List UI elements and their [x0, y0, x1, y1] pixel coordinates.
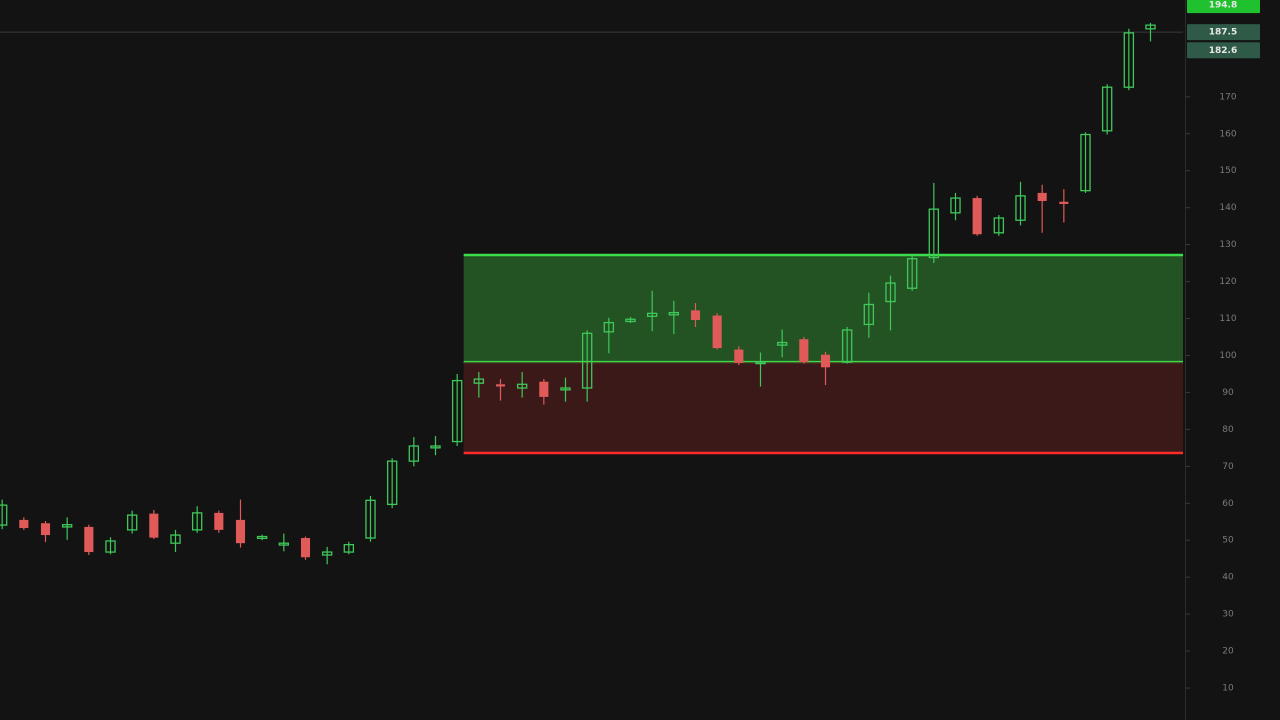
candle-body: [278, 542, 290, 546]
candle-body: [906, 258, 918, 289]
candle-body: [105, 540, 116, 553]
candle-body: [256, 535, 268, 540]
candle-body: [1101, 86, 1113, 132]
candle-body: [646, 312, 658, 317]
y-tick-label: 110: [1219, 314, 1236, 324]
candle-body: [0, 504, 8, 526]
candle-body: [451, 379, 463, 443]
y-tick-label: 90: [1222, 388, 1234, 398]
y-tick-label: 60: [1222, 499, 1234, 509]
price-tag: [1187, 24, 1260, 41]
price-tag-label: 194.8: [1209, 1, 1237, 11]
candle-body: [170, 534, 181, 544]
zone: [463, 254, 1184, 363]
candle-body: [40, 523, 51, 536]
y-tick-label: 40: [1222, 573, 1234, 583]
candle-body: [928, 208, 940, 259]
y-tick-label: 150: [1219, 166, 1236, 176]
y-tick-label: 130: [1219, 240, 1236, 250]
y-tick-label: 30: [1222, 610, 1234, 620]
candle-body: [755, 361, 766, 365]
candle-body: [885, 282, 896, 303]
candle-body: [473, 378, 485, 384]
candle-body: [516, 383, 528, 389]
candle-body: [993, 217, 1005, 234]
candle-body: [863, 303, 875, 326]
candle-body: [430, 445, 441, 449]
candle-body: [191, 512, 203, 531]
y-tick-label: 100: [1219, 351, 1236, 361]
candle-body: [1123, 32, 1135, 88]
candle-body: [1059, 201, 1069, 204]
candle-body: [799, 339, 809, 363]
candle-body: [625, 318, 636, 323]
y-tick-label: 70: [1222, 462, 1234, 472]
price-tag-label: 182.6: [1209, 46, 1237, 56]
candle-body: [950, 197, 961, 214]
y-tick-label: 120: [1219, 277, 1236, 287]
candle-body: [1145, 24, 1156, 30]
candle-body: [495, 384, 506, 387]
candle-body: [214, 512, 224, 530]
y-tick-label: 160: [1219, 129, 1236, 139]
candle-body: [712, 315, 722, 349]
candle-body: [1080, 133, 1091, 192]
candle-body: [539, 381, 549, 397]
candle-body: [972, 198, 982, 235]
candle-body: [300, 538, 311, 558]
y-tick-label: 10: [1222, 684, 1234, 694]
price-tag: [1187, 42, 1260, 59]
price-tag: [1187, 0, 1260, 14]
zone: [463, 362, 1184, 454]
candle-body: [408, 445, 420, 462]
candle-body: [734, 349, 744, 363]
candle-body: [321, 551, 333, 556]
candle-body: [149, 513, 159, 538]
y-tick-label: 50: [1222, 536, 1234, 546]
candle-body: [668, 311, 680, 316]
price-tag-label: 187.5: [1209, 28, 1237, 38]
candle-body: [235, 519, 246, 544]
candle-body: [581, 332, 593, 389]
candle-body: [1037, 192, 1047, 202]
y-tick-label: 20: [1222, 647, 1234, 657]
y-tick-label: 80: [1222, 425, 1234, 435]
candle-body: [820, 354, 831, 368]
candle-body: [1015, 195, 1026, 221]
candle-body: [690, 310, 701, 320]
candle-body: [841, 329, 853, 363]
candle-body: [386, 460, 398, 506]
candle-body: [343, 544, 355, 553]
candle-body: [603, 321, 615, 333]
candle-body: [19, 519, 29, 529]
candle-body: [365, 499, 376, 539]
candle-body: [126, 514, 138, 531]
y-tick-label: 170: [1219, 92, 1236, 102]
candle-body: [776, 341, 788, 346]
candle-body: [84, 526, 94, 553]
candle-body: [560, 387, 571, 391]
candle-body: [61, 524, 73, 528]
y-tick-label: 140: [1219, 203, 1236, 213]
